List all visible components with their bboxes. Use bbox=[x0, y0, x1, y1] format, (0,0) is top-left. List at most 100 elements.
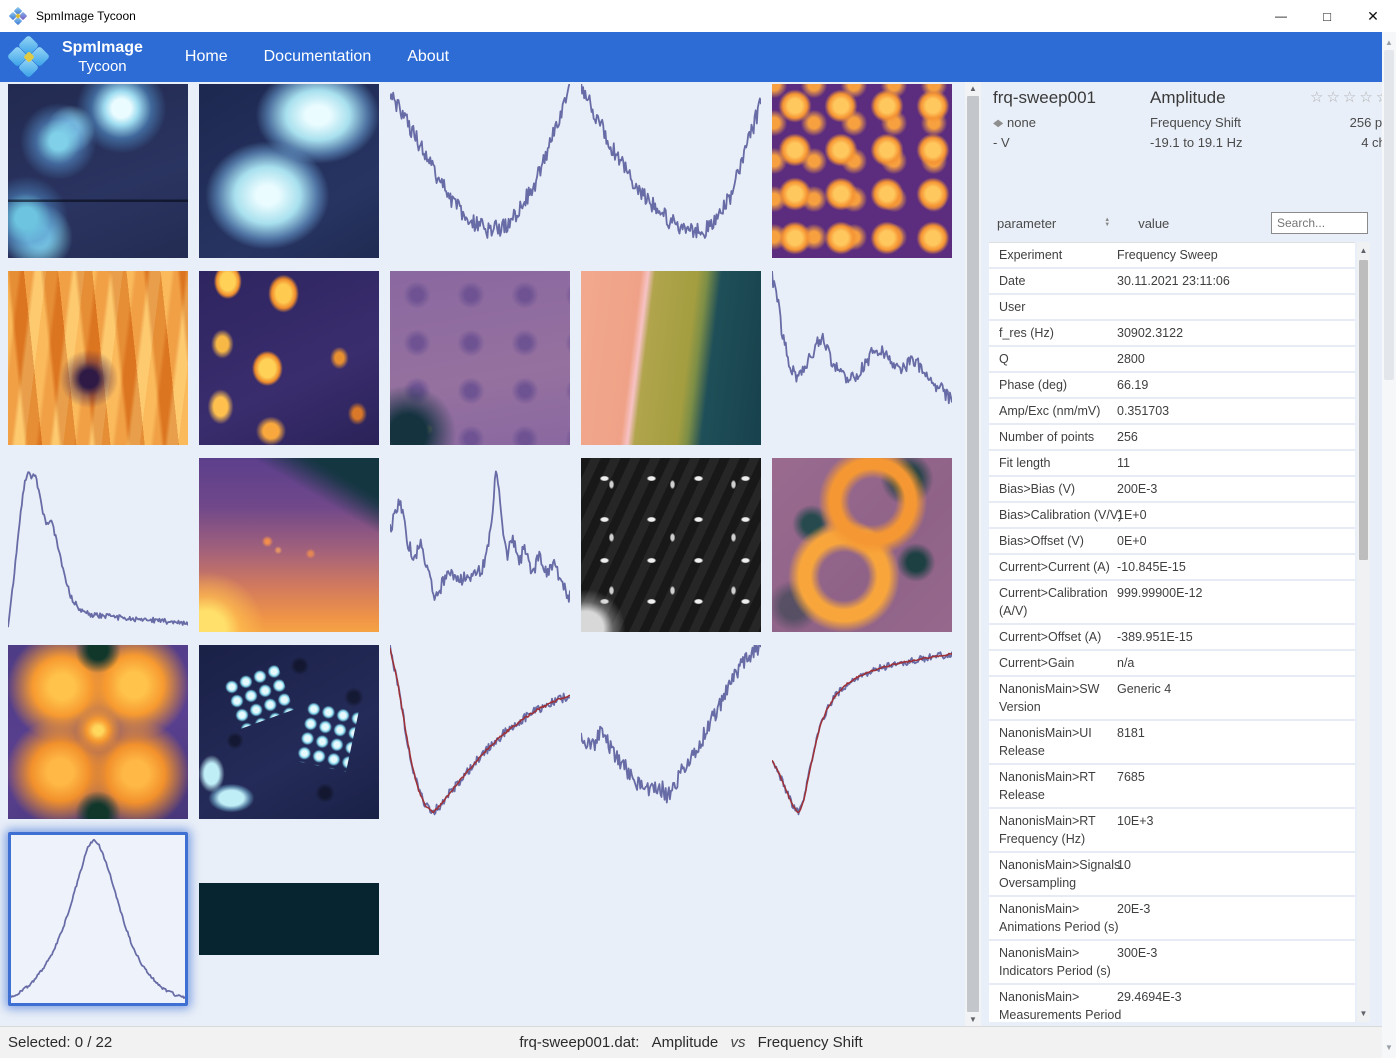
maximize-button[interactable]: □ bbox=[1323, 8, 1331, 24]
parameter-search-input[interactable] bbox=[1271, 212, 1368, 234]
parameter-value: 30902.3122 bbox=[1117, 326, 1184, 340]
details-header: frq-sweep001 ◆ none - V Amplitude Frequen… bbox=[993, 88, 1392, 155]
parameter-value: 8181 bbox=[1117, 726, 1145, 740]
vs-label: vs bbox=[730, 1034, 746, 1051]
parameter-name: Amp/Exc (nm/mV) bbox=[999, 404, 1101, 418]
thumbnail-stm-image-purple-orange-gradient[interactable] bbox=[199, 458, 379, 632]
file-channel: Amplitude bbox=[651, 1034, 719, 1051]
parameter-name: Current>Offset (A) bbox=[999, 630, 1102, 644]
thumbnail-image-dark-rectangle[interactable] bbox=[199, 883, 379, 955]
gallery-scrollbar[interactable]: ▲ ▼ bbox=[965, 82, 981, 1026]
file-sweep-signal: Frequency Shift bbox=[757, 1034, 863, 1051]
parameter-row: Current>Offset (A) -389.951E-15 bbox=[989, 625, 1355, 651]
nav-about[interactable]: About bbox=[407, 48, 450, 65]
window-title: SpmImage Tycoon bbox=[36, 9, 136, 23]
thumbnail-spectrum-peak[interactable] bbox=[8, 458, 188, 632]
parameter-value bbox=[1117, 298, 1355, 316]
parameter-row: Current>Gain n/a bbox=[989, 651, 1355, 677]
thumbnail-spectrum-bell-selected[interactable] bbox=[8, 832, 188, 1006]
parameter-name: Current>Current (A) bbox=[999, 560, 1110, 574]
star-icon[interactable]: ☆ bbox=[1326, 89, 1343, 106]
parameter-value: 66.19 bbox=[1117, 378, 1149, 392]
parameter-name: NanonisMain> Animations Period (s) bbox=[999, 902, 1119, 934]
parameter-value: 10 bbox=[1117, 858, 1131, 872]
parameter-name: Bias>Offset (V) bbox=[999, 534, 1084, 548]
parameter-table-header: parameter ▲ ▼ value bbox=[993, 212, 1368, 234]
nav-documentation[interactable]: Documentation bbox=[263, 48, 372, 65]
thumbnail-spectrum-dip-fit-2[interactable] bbox=[772, 645, 952, 819]
nav-home[interactable]: Home bbox=[184, 48, 228, 65]
filename-label: frq-sweep001 bbox=[993, 88, 1097, 107]
thumbnail-spectrum-decay[interactable] bbox=[772, 271, 952, 445]
parameter-row: Number of points 256 bbox=[989, 425, 1355, 451]
thumbnail-stm-image-orange-waves[interactable] bbox=[8, 271, 188, 445]
parameter-row: NanonisMain>RT Release 7685 bbox=[989, 765, 1355, 809]
thumbnail-stm-image-orange-blobs[interactable] bbox=[199, 271, 379, 445]
parameter-row: NanonisMain>UI Release 8181 bbox=[989, 721, 1355, 765]
parameter-name: NanonisMain>UI Release bbox=[999, 726, 1092, 758]
scroll-up-icon[interactable]: ▲ bbox=[1385, 38, 1393, 47]
page-scrollbar[interactable]: ▲ ▼ bbox=[1382, 32, 1396, 1058]
scroll-up-icon[interactable]: ▲ bbox=[1359, 246, 1368, 255]
scroll-down-icon[interactable]: ▼ bbox=[969, 1015, 977, 1024]
parameter-value: Generic 4 bbox=[1117, 682, 1172, 696]
parameter-row: NanonisMain>Signals Oversampling 10 bbox=[989, 853, 1355, 897]
thumbnail-stm-image-terraces[interactable] bbox=[581, 271, 761, 445]
thumbnail-stm-image-blue-clusters[interactable] bbox=[199, 84, 379, 258]
app-icon bbox=[8, 6, 28, 26]
scroll-down-icon[interactable]: ▼ bbox=[1385, 1043, 1393, 1052]
star-icon[interactable]: ☆ bbox=[1310, 89, 1327, 106]
scroll-down-icon[interactable]: ▼ bbox=[1359, 1009, 1368, 1018]
parameter-row: User bbox=[989, 295, 1355, 321]
parameter-row: Q 2800 bbox=[989, 347, 1355, 373]
rating-stars[interactable]: ☆☆☆☆☆ bbox=[1310, 88, 1392, 115]
status-bar: Selected: 0 / 22 frq-sweep001.dat: Ampli… bbox=[0, 1026, 1382, 1058]
range-label: -19.1 to 19.1 Hz bbox=[1150, 135, 1243, 150]
thumbnail-stm-image-gray-clusters[interactable] bbox=[581, 458, 761, 632]
parameter-name: Fit length bbox=[999, 456, 1051, 470]
parameter-name: Current>Gain bbox=[999, 656, 1075, 670]
window-titlebar: SpmImage Tycoon — □ ✕ bbox=[0, 0, 1396, 32]
gallery-grid bbox=[0, 82, 965, 1006]
column-parameter[interactable]: parameter bbox=[997, 215, 1057, 231]
parameter-row: NanonisMain>RT Frequency (Hz) 10E+3 bbox=[989, 809, 1355, 853]
thumbnail-stm-image-blue-arrays[interactable] bbox=[199, 645, 379, 819]
parameter-value: 999.99900E-12 bbox=[1117, 586, 1203, 600]
scroll-up-icon[interactable]: ▲ bbox=[969, 84, 977, 93]
parameter-name: f_res (Hz) bbox=[999, 326, 1054, 340]
thumbnail-stm-image-blue-spots[interactable] bbox=[8, 84, 188, 258]
thumbnail-spectrum-noisy-rise[interactable] bbox=[581, 645, 761, 819]
bias-label: - V bbox=[993, 135, 1010, 150]
gallery-scrollbar-thumb[interactable] bbox=[967, 96, 979, 1012]
parameter-rows: Experiment Frequency Sweep Date 30.11.2021 … bbox=[989, 242, 1355, 1022]
close-button[interactable]: ✕ bbox=[1367, 7, 1379, 24]
main-content: ▲ ▼ frq-sweep001 ◆ none - V Amplitude Fre… bbox=[0, 82, 1392, 1026]
parameter-value: 10E+3 bbox=[1117, 814, 1154, 828]
thumbnail-stm-image-orange-rings[interactable] bbox=[772, 458, 952, 632]
parameter-row: Current>Current (A) -10.845E-15 bbox=[989, 555, 1355, 581]
star-icon[interactable]: ☆ bbox=[1359, 89, 1376, 106]
thumbnail-spectrum-vshape-2[interactable] bbox=[581, 84, 761, 258]
thumbnail-spectrum-dip-fit-1[interactable] bbox=[390, 645, 570, 819]
keyword-diamond-icon: ◆ bbox=[993, 117, 1003, 129]
page-scrollbar-thumb[interactable] bbox=[1384, 50, 1394, 380]
selected-count: Selected: 0 / 22 bbox=[8, 1034, 113, 1051]
parameter-value: 300E-3 bbox=[1117, 946, 1158, 960]
channels-label: 4 chs bbox=[1361, 135, 1393, 150]
minimize-button[interactable]: — bbox=[1275, 9, 1287, 23]
sort-icon[interactable]: ▲ ▼ bbox=[1104, 217, 1111, 228]
column-value: value bbox=[1138, 215, 1170, 231]
thumbnail-spectrum-spiky[interactable] bbox=[390, 458, 570, 632]
table-scrollbar-thumb[interactable] bbox=[1359, 260, 1368, 560]
thumbnail-stm-image-orange-molecules[interactable] bbox=[772, 84, 952, 258]
table-scrollbar[interactable]: ▲ ▼ bbox=[1357, 242, 1370, 1022]
star-icon[interactable]: ☆ bbox=[1342, 89, 1360, 106]
parameter-value: 200E-3 bbox=[1117, 482, 1158, 496]
parameter-name: NanonisMain>RT Frequency (Hz) bbox=[999, 814, 1096, 846]
thumbnail-stm-image-purple-hexagons[interactable] bbox=[390, 271, 570, 445]
thumbnail-spectrum-vshape-1[interactable] bbox=[390, 84, 570, 258]
parameter-name: Q bbox=[999, 352, 1009, 366]
parameter-row: Current>Calibration (A/V) 999.99900E-12 bbox=[989, 581, 1355, 625]
parameter-row: NanonisMain> Animations Period (s) 20E-3 bbox=[989, 897, 1355, 941]
thumbnail-stm-image-butterfly[interactable] bbox=[8, 645, 188, 819]
